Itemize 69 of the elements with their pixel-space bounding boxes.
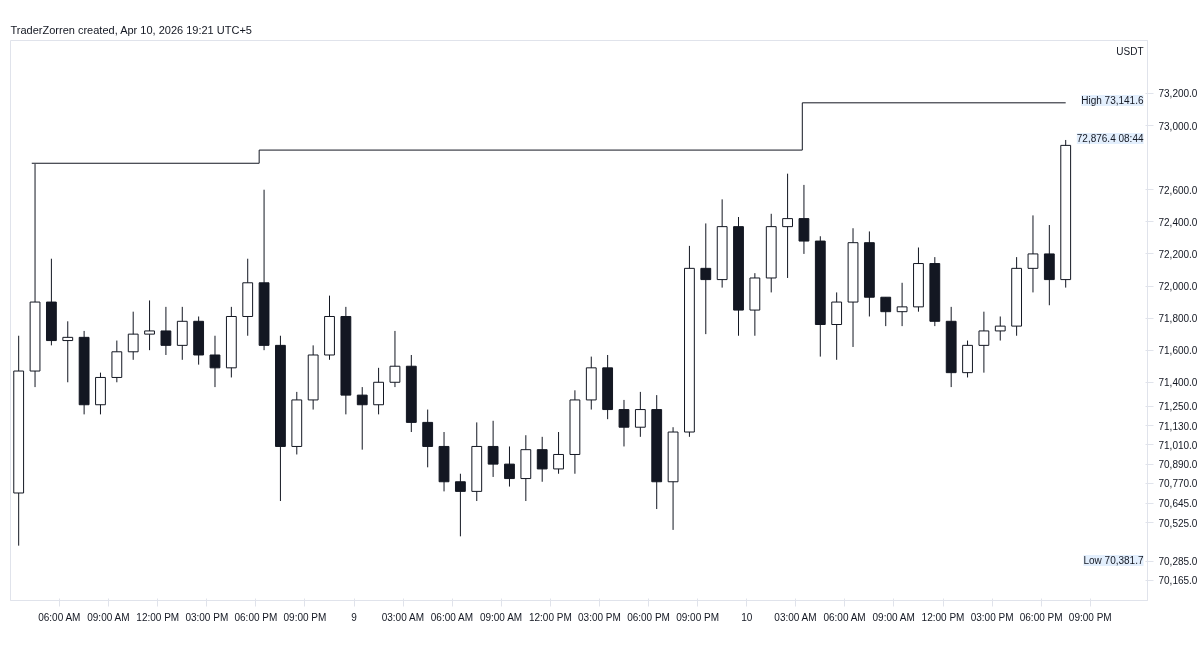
y-tick-label: 70,165.0 bbox=[1158, 575, 1198, 587]
x-tick-label: 06:00 PM bbox=[627, 611, 670, 623]
candlestick bbox=[880, 296, 892, 327]
candlestick bbox=[798, 184, 810, 255]
chart-title: TraderZorren created, Apr 10, 2026 19:21 UTC+5 bbox=[10, 23, 252, 36]
candlestick bbox=[896, 282, 908, 327]
x-tick-label: 09:00 AM bbox=[479, 611, 523, 623]
y-tick-label: 70,770.0 bbox=[1158, 478, 1198, 490]
y-tick-label: 71,250.0 bbox=[1158, 401, 1198, 413]
candlestick bbox=[209, 335, 221, 388]
candlestick bbox=[356, 386, 368, 451]
y-tick-label: 70,890.0 bbox=[1158, 459, 1198, 471]
candlestick bbox=[62, 320, 74, 383]
x-tick-label: 03:00 AM bbox=[774, 611, 817, 623]
y-tick-label: 72,400.0 bbox=[1158, 216, 1198, 228]
candlestick bbox=[618, 399, 630, 447]
y-tick-label: 72,200.0 bbox=[1158, 248, 1198, 260]
x-tick-label: 06:00 PM bbox=[1019, 611, 1063, 623]
y-tick-label: 72,000.0 bbox=[1158, 281, 1198, 292]
y-tick-label: 70,645.0 bbox=[1158, 498, 1198, 510]
x-tick-label: 06:00 AM bbox=[823, 611, 866, 623]
y-tick-label: 70,525.0 bbox=[1158, 517, 1198, 529]
candlestick bbox=[160, 306, 172, 356]
y-tick-label: 71,600.0 bbox=[1158, 345, 1198, 357]
x-tick-label: 03:00 AM bbox=[381, 611, 424, 623]
x-tick-label: 09:00 PM bbox=[1068, 611, 1112, 623]
candlestick bbox=[536, 436, 548, 483]
y-tick-label: 73,200.0 bbox=[1158, 88, 1198, 100]
x-tick-label: 10 bbox=[741, 611, 753, 623]
candlestick bbox=[782, 173, 793, 279]
x-tick-label: 9 bbox=[351, 611, 358, 623]
candlestick bbox=[373, 367, 384, 415]
x-tick-label: 03:00 PM bbox=[185, 611, 229, 623]
annotation: 72,876.4 08:44 bbox=[1076, 133, 1144, 144]
candlestick bbox=[127, 311, 139, 361]
candlestick bbox=[700, 222, 712, 335]
candlestick bbox=[978, 311, 990, 374]
annotation: High 73,141.6 bbox=[1081, 95, 1144, 106]
x-tick-label: 09:00 PM bbox=[283, 611, 327, 623]
candlestick bbox=[144, 299, 155, 351]
y-tick-label: 71,010.0 bbox=[1158, 439, 1198, 451]
x-tick-label: 03:00 PM bbox=[578, 611, 621, 623]
candlestick bbox=[831, 291, 843, 361]
y-tick-label: 72,600.0 bbox=[1158, 184, 1198, 196]
x-tick-label: 09:00 AM bbox=[87, 611, 130, 623]
candlestick bbox=[487, 420, 499, 478]
candlestick bbox=[553, 431, 564, 475]
y-tick-label: 73,000.0 bbox=[1158, 120, 1198, 132]
candlestick bbox=[634, 391, 646, 438]
x-tick-label: 12:00 PM bbox=[921, 611, 965, 623]
annotation: Low 70,381.7 bbox=[1083, 555, 1144, 566]
x-tick-label: 06:00 AM bbox=[430, 611, 474, 623]
candlestick bbox=[389, 330, 401, 388]
y-tick-label: 71,400.0 bbox=[1158, 377, 1198, 389]
candlestick bbox=[504, 445, 515, 488]
candlestick bbox=[994, 315, 1006, 342]
candlestick bbox=[454, 473, 466, 537]
x-tick-label: 06:00 PM bbox=[234, 611, 278, 623]
x-tick-label: 03:00 PM bbox=[970, 611, 1014, 623]
y-tick-label: 71,800.0 bbox=[1158, 313, 1198, 325]
x-tick-label: 12:00 PM bbox=[528, 611, 572, 623]
x-tick-label: 09:00 PM bbox=[676, 611, 720, 623]
y-tick-label: 70,285.0 bbox=[1158, 556, 1198, 568]
x-tick-label: 09:00 AM bbox=[872, 611, 915, 623]
candlestick bbox=[1027, 214, 1039, 293]
y-axis-title: USDT bbox=[1116, 45, 1144, 57]
x-tick-label: 06:00 AM bbox=[38, 611, 81, 623]
x-tick-label: 12:00 PM bbox=[136, 611, 180, 623]
y-tick-label: 71,130.0 bbox=[1158, 420, 1198, 432]
